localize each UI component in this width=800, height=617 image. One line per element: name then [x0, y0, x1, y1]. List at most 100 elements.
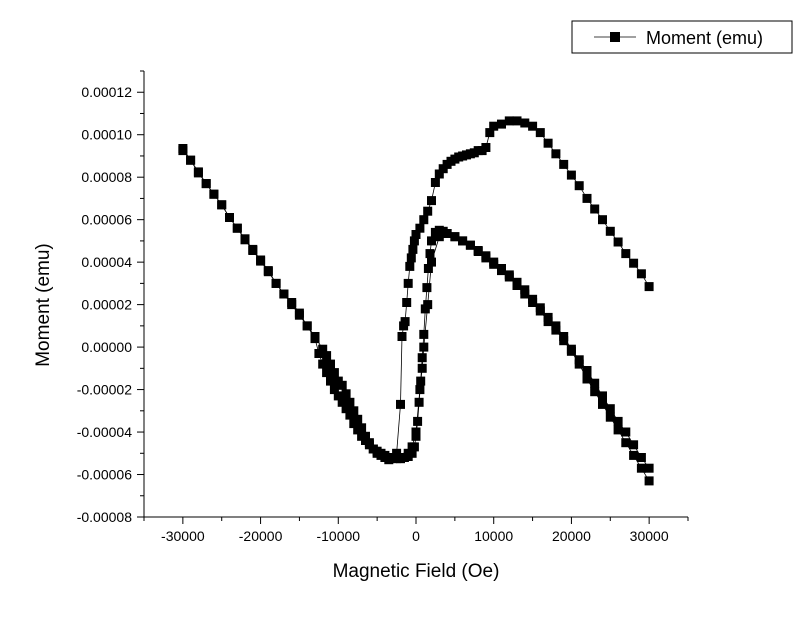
data-point	[605, 226, 615, 236]
data-point	[605, 412, 615, 422]
data-point	[598, 215, 607, 225]
y-tick-label: -0.00008	[77, 509, 132, 525]
data-point	[427, 257, 436, 267]
data-point	[422, 283, 432, 293]
data-point	[613, 416, 623, 426]
y-tick-label: 0.00008	[81, 169, 132, 185]
y-tick-label: -0.00004	[77, 424, 132, 440]
data-point	[598, 391, 607, 401]
data-point	[408, 244, 418, 254]
data-point	[543, 138, 553, 148]
data-point	[551, 325, 561, 335]
data-point	[225, 213, 234, 222]
data-point	[322, 368, 332, 378]
data-point	[423, 300, 433, 310]
data-layer	[178, 116, 654, 486]
data-point	[590, 378, 600, 388]
data-point	[326, 376, 335, 386]
data-point	[396, 454, 405, 464]
data-point	[337, 397, 347, 407]
data-point	[512, 281, 522, 290]
data-point	[566, 170, 576, 180]
data-point	[574, 181, 584, 191]
data-point	[427, 196, 436, 206]
data-point	[256, 256, 266, 266]
data-point	[528, 298, 538, 307]
data-point	[345, 397, 355, 407]
data-point	[582, 374, 592, 384]
data-point	[613, 425, 623, 435]
data-point	[322, 351, 332, 361]
data-point	[613, 237, 623, 247]
data-point	[629, 440, 639, 450]
data-point	[598, 399, 607, 409]
data-point	[621, 438, 631, 448]
data-point	[423, 264, 433, 273]
data-point	[559, 336, 569, 346]
data-point	[520, 118, 530, 128]
data-point	[341, 389, 351, 399]
x-axis-title: Magnetic Field (Oe)	[333, 561, 500, 582]
data-point	[535, 306, 545, 316]
x-tick-label: 30000	[630, 528, 669, 544]
data-point	[416, 376, 426, 386]
data-point	[310, 334, 320, 344]
x-tick-label: 10000	[474, 528, 513, 544]
x-tick-label: 20000	[552, 528, 591, 544]
data-point	[329, 385, 339, 395]
data-point	[497, 119, 506, 129]
data-point	[636, 269, 646, 279]
data-point	[349, 419, 359, 429]
data-point	[566, 346, 576, 356]
data-point	[551, 149, 561, 159]
data-point	[489, 259, 499, 269]
data-point	[413, 416, 423, 426]
data-point	[417, 353, 427, 363]
data-point	[399, 321, 409, 331]
data-point	[178, 146, 188, 156]
data-point	[629, 258, 639, 268]
y-tick-label: 0.00004	[81, 254, 132, 270]
data-point	[629, 450, 639, 460]
y-tick-label: -0.00002	[77, 382, 132, 398]
data-point	[621, 427, 631, 437]
data-point	[582, 366, 592, 375]
data-point	[504, 272, 514, 282]
data-point	[425, 249, 435, 259]
data-point	[434, 169, 444, 179]
data-point	[419, 329, 429, 339]
data-point	[397, 332, 407, 341]
data-point	[512, 116, 522, 126]
data-point	[528, 121, 538, 131]
data-point	[329, 368, 339, 378]
data-point	[232, 223, 242, 233]
series-line	[400, 233, 650, 482]
data-point	[326, 359, 335, 369]
y-axis-title: Moment (emu)	[33, 243, 54, 367]
data-point	[186, 155, 196, 165]
data-point	[621, 249, 631, 259]
data-point	[419, 215, 429, 225]
data-point	[473, 247, 483, 256]
data-point	[559, 159, 569, 169]
x-tick-label: -10000	[316, 528, 360, 544]
data-point	[263, 267, 273, 277]
data-point	[450, 232, 460, 242]
data-point	[396, 399, 405, 409]
data-point	[240, 235, 250, 245]
data-point	[644, 476, 654, 486]
y-tick-label: 0.00006	[81, 212, 132, 228]
y-tick-label: 0.00010	[81, 127, 132, 143]
legend-label: Moment (emu)	[646, 28, 763, 48]
data-point	[644, 463, 654, 473]
data-point	[636, 463, 646, 473]
data-point	[442, 229, 452, 238]
data-point	[318, 359, 328, 369]
data-point	[644, 282, 654, 292]
data-point	[345, 410, 355, 420]
data-point	[427, 236, 436, 246]
data-point	[294, 310, 304, 320]
data-point	[341, 404, 351, 414]
data-point	[485, 128, 495, 138]
